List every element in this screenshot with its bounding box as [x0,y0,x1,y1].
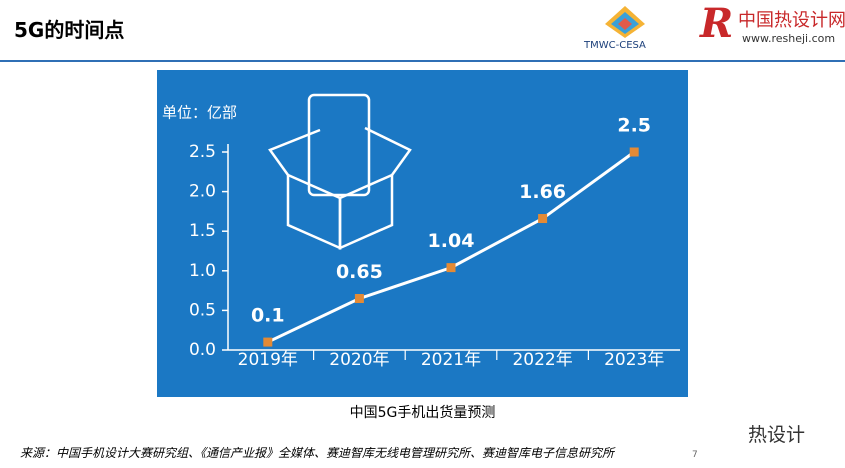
x-tick-label: 2020年 [329,350,389,370]
y-tick-label: 1.5 [189,221,216,241]
x-tick-label: 2021年 [421,350,481,370]
y-tick-label: 2.0 [189,182,216,202]
slide-title: 5G的时间点 [14,18,125,42]
watermark: 热设计 [748,424,806,446]
marker [263,337,273,347]
logo-url: www.resheji.com [742,32,836,45]
marker [354,294,364,304]
value-label: 1.66 [519,181,566,203]
y-tick-label: 0.5 [189,300,216,320]
value-label: 0.1 [251,305,285,327]
chart-panel [157,70,688,397]
x-tick-label: 2023年 [604,350,664,370]
marker [538,214,548,224]
value-label: 0.65 [336,261,383,283]
marker [446,263,456,273]
header-rule [0,60,845,62]
logo-icon [605,6,645,38]
page-number: 7 [692,450,698,460]
y-tick-label: 2.5 [189,142,216,162]
logo-r: R [700,0,734,47]
value-label: 2.5 [617,115,651,137]
source: 来源：中国手机设计大赛研究组、《通信产业报》全媒体、赛迪智库无线电管理研究所、赛… [20,446,615,460]
logo-text: 中国热设计网 [738,10,845,31]
y-tick-label: 0.0 [189,340,216,360]
logo-text: TMWC-CESA [584,40,646,51]
x-tick-label: 2019年 [238,350,298,370]
x-tick-label: 2022年 [512,350,572,370]
caption: 中国5G手机出货量预测 [349,405,496,421]
y-tick-label: 1.0 [189,261,216,281]
y-unit: 单位：亿部 [162,104,237,122]
value-label: 1.04 [428,230,475,252]
marker [629,147,639,157]
box-illustration [268,93,412,250]
